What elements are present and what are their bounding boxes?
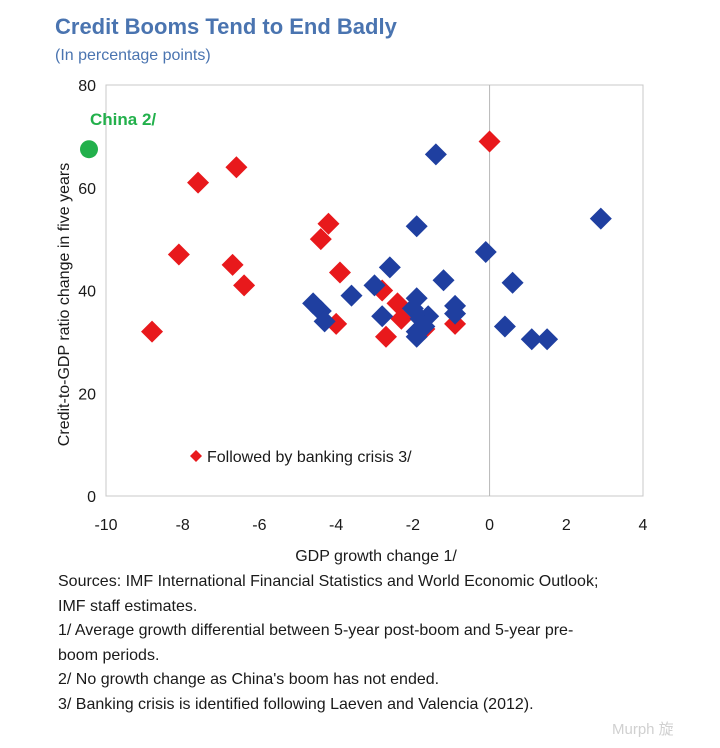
crisis-point <box>167 243 190 266</box>
x-tick-label: 4 <box>639 517 648 534</box>
y-tick-label: 80 <box>78 78 96 95</box>
x-tick-label: 2 <box>562 517 571 534</box>
no-crisis-point <box>501 271 524 294</box>
no-crisis-point <box>432 269 455 292</box>
chart-notes: Sources: IMF International Financial Sta… <box>58 570 698 717</box>
no-crisis-point <box>474 240 497 263</box>
no-crisis-point <box>371 305 394 328</box>
crisis-point <box>233 274 256 297</box>
no-crisis-point <box>405 215 428 238</box>
no-crisis-point <box>313 310 336 333</box>
no-crisis-point <box>378 256 401 279</box>
x-tick-label: -6 <box>252 517 266 534</box>
crisis-point <box>187 171 210 194</box>
no-crisis-point <box>444 294 467 317</box>
crisis-point <box>309 228 332 251</box>
crisis-point <box>225 156 248 179</box>
crisis-point <box>141 320 164 343</box>
no-crisis-point <box>493 315 516 338</box>
y-tick-label: 20 <box>78 386 96 403</box>
note-line: Sources: IMF International Financial Sta… <box>58 573 599 590</box>
no-crisis-point <box>424 143 447 166</box>
x-tick-label: -10 <box>94 517 117 534</box>
no-crisis-point <box>520 328 543 351</box>
y-tick-label: 60 <box>78 181 96 198</box>
x-tick-label: -8 <box>176 517 190 534</box>
crisis-point <box>328 261 351 284</box>
no-crisis-point <box>405 325 428 348</box>
y-tick-label: 0 <box>87 489 96 506</box>
note-line: IMF staff estimates. <box>58 597 198 615</box>
no-crisis-point <box>536 328 559 351</box>
crisis-point <box>375 325 398 348</box>
legend-marker <box>190 450 202 462</box>
china-label: China 2/ <box>90 110 156 129</box>
y-tick-label: 40 <box>78 284 96 301</box>
note-line: 3/ Banking crisis is identified followin… <box>58 695 534 713</box>
note-line: 1/ Average growth differential between 5… <box>58 622 574 639</box>
note-line: 2/ No growth change as China's boom has … <box>58 671 440 688</box>
crisis-point <box>221 253 244 276</box>
x-axis-label: GDP growth change 1/ <box>295 548 457 565</box>
no-crisis-point <box>363 274 386 297</box>
plot-frame <box>105 84 644 497</box>
y-axis-label: Credit-to-GDP ratio change in five years <box>56 163 73 446</box>
china-point <box>80 140 98 159</box>
no-crisis-point <box>589 207 612 230</box>
chart-title: Credit Booms Tend to End Badly <box>55 14 397 39</box>
watermark: Murph 旋 <box>612 721 674 738</box>
no-crisis-point <box>340 284 363 307</box>
x-tick-label: -2 <box>406 517 420 534</box>
note-line: boom periods. <box>58 646 160 664</box>
x-tick-label: 0 <box>485 517 494 534</box>
crisis-point <box>317 212 340 235</box>
x-tick-label: -4 <box>329 517 343 534</box>
crisis-point <box>478 130 501 153</box>
legend-label: Followed by banking crisis 3/ <box>207 449 412 466</box>
chart-subtitle: (In percentage points) <box>55 47 211 64</box>
